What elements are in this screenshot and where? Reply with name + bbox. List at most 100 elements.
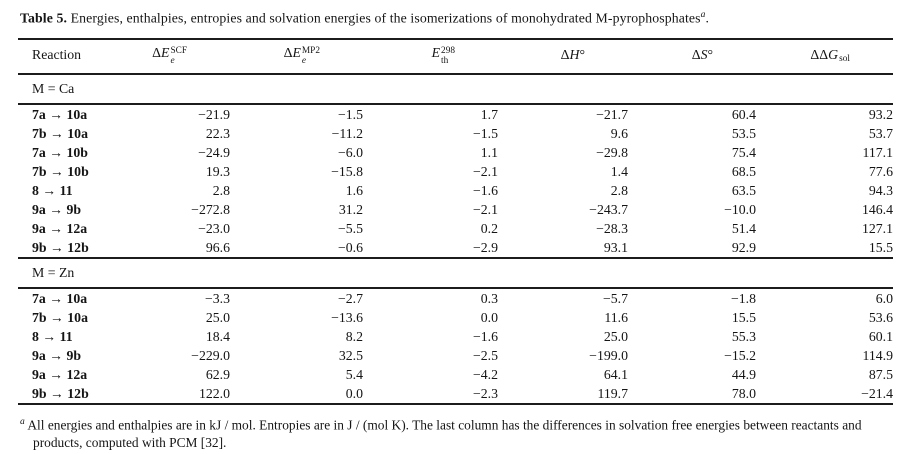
value-cell: −6.0 [337,145,363,161]
value-cell: 2.8 [610,183,628,199]
value-cell: −2.7 [337,291,363,307]
header-suffix: ° [707,47,713,63]
value-cell: −272.8 [191,202,230,218]
reaction-cell: 9a → 9b [32,348,82,364]
value-cell: 122.0 [198,386,230,402]
header-sub: e [301,55,307,66]
header-sup: MP2 [301,46,320,57]
value-cell: 92.9 [731,240,756,256]
header-prefix: Δ [152,44,162,60]
value-cell: 60.1 [868,329,893,345]
reaction-cell: 9a → 12a [32,367,88,383]
value-cell: 0.0 [480,310,498,326]
value-cell: 18.4 [205,329,230,345]
value-cell: 32.5 [338,348,363,364]
section-label-row: M = Zn [18,258,893,290]
header-text: Reaction [32,47,82,63]
footnote-marker: a [20,417,25,428]
value-cell: −1.5 [337,107,363,123]
header-sub: th [441,55,449,66]
table-footnote: a All energies and enthalpies are in kJ … [20,414,906,450]
header-symbol: E [161,44,170,60]
value-cell: −29.8 [596,145,628,161]
value-cell: 53.7 [868,126,893,142]
value-cell: 77.6 [868,164,893,180]
value-cell: −2.5 [472,348,498,364]
value-cell: 127.1 [861,221,893,237]
table-caption-text: Energies, enthalpies, entropies and solv… [70,10,701,26]
reaction-cell: 9b → 12b [32,240,89,256]
value-cell: −4.2 [472,367,498,383]
table-row: 9b → 12b 96.6 −0.6 −2.9 93.1 92.9 15.5 [18,238,893,259]
value-cell: 5.4 [345,367,363,383]
header-prefix: Δ [283,44,293,60]
value-cell: −23.0 [198,221,230,237]
value-cell: −229.0 [191,348,230,364]
value-cell: −13.6 [331,310,363,326]
value-cell: 22.3 [205,126,230,142]
value-cell: 8.2 [345,329,363,345]
value-cell: −243.7 [589,202,628,218]
value-cell: 9.6 [610,126,628,142]
header-subsup: MP2 e [301,46,320,66]
header-symbol: E [292,44,301,60]
column-header-dS: ΔS° [628,39,756,74]
value-cell: 1.7 [480,107,498,123]
table-row: 9a → 9b −229.0 32.5 −2.5 −199.0 −15.2 114.9 [18,346,893,365]
header-prefix: ΔΔ [810,46,829,62]
reaction-cell: 7b → 10b [32,164,89,180]
header-symbol: E [431,44,441,60]
reaction-cell: 7b → 10a [32,310,88,326]
value-cell: 1.6 [345,183,363,199]
reaction-cell: 7b → 10a [32,126,88,142]
value-cell: 53.5 [731,126,756,142]
header-symbol: H [569,47,580,63]
value-cell: 0.0 [345,386,363,402]
header-sup: 298 [441,46,455,57]
value-cell: −21.4 [861,386,893,402]
value-cell: 60.4 [731,107,756,123]
reaction-cell: 9a → 9b [32,202,82,218]
header-suffix: ° [579,47,585,63]
value-cell: 64.1 [603,367,628,383]
value-cell: 94.3 [868,183,893,199]
table-row: 8 → 11 2.8 1.6 −1.6 2.8 63.5 94.3 [18,181,893,200]
value-cell: −15.2 [724,348,756,364]
table-caption-label: Table 5. [20,10,68,26]
footnote-text: All energies and enthalpies are in kJ / … [27,417,862,450]
table-row: 8 → 11 18.4 8.2 −1.6 25.0 55.3 60.1 [18,327,893,346]
value-cell: 87.5 [868,367,893,383]
value-cell: 25.0 [205,310,230,326]
column-header-ddG-sol: ΔΔG sol [756,39,893,74]
value-cell: 51.4 [731,221,756,237]
value-cell: 15.5 [731,310,756,326]
column-header-dEe-scf: ΔE SCF e [118,39,230,74]
header-symbol: G [828,46,839,62]
value-cell: −0.6 [337,240,363,256]
header-prefix: Δ [560,47,570,63]
caption-period: . [705,10,710,26]
value-cell: 62.9 [205,367,230,383]
value-cell: 96.6 [205,240,230,256]
header-sub: e [170,55,175,66]
table-row: 9a → 9b −272.8 31.2 −2.1 −243.7 −10.0 146.4 [18,200,893,219]
table-row: 9b → 12b 122.0 0.0 −2.3 119.7 78.0 −21.4 [18,384,893,405]
value-cell: 1.4 [610,164,628,180]
value-cell: −199.0 [589,348,628,364]
value-cell: 55.3 [731,329,756,345]
value-cell: 1.1 [480,145,498,161]
section-label-row: M = Ca [18,74,893,106]
value-cell: 93.1 [603,240,628,256]
value-cell: −5.5 [337,221,363,237]
caption-footnote-marker: a [700,10,706,20]
reaction-cell: 9a → 12a [32,221,88,237]
column-header-reaction: Reaction [18,39,118,74]
table-row: 7a → 10a −21.9 −1.5 1.7 −21.7 60.4 93.2 [18,104,893,124]
reaction-cell: 8 → 11 [32,183,73,199]
value-cell: −21.7 [596,107,628,123]
value-cell: −2.9 [472,240,498,256]
